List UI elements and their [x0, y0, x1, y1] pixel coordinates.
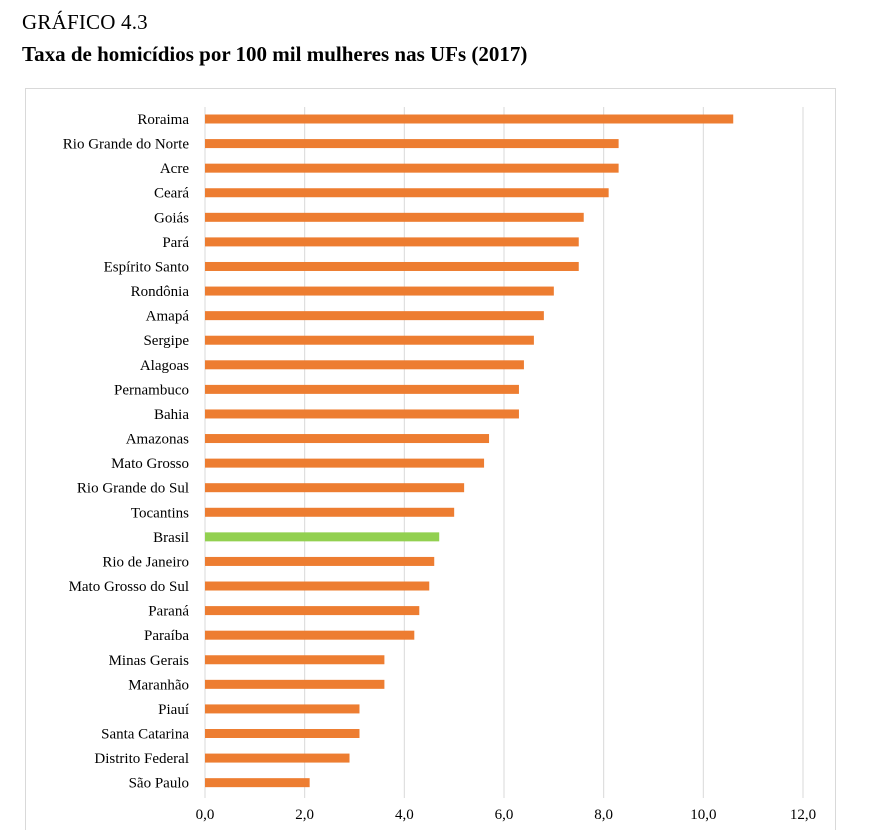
x-tick-label: 2,0 — [295, 807, 314, 823]
category-label: Santa Catarina — [101, 727, 189, 743]
bar — [205, 606, 420, 616]
category-label: Rio Grande do Sul — [77, 481, 189, 497]
bar — [205, 114, 734, 124]
plot-frame — [25, 88, 836, 830]
category-label: Paraná — [148, 604, 189, 620]
category-label: Alagoas — [140, 358, 189, 374]
bar — [205, 139, 619, 149]
category-label: Amapá — [146, 309, 190, 325]
x-tick-label: 4,0 — [395, 807, 414, 823]
category-label: Rondônia — [131, 284, 190, 300]
category-label: Minas Gerais — [109, 653, 190, 669]
category-labels: Roraima Rio Grande do Norte Acre Ceará Goiás… — [63, 112, 190, 792]
x-tick-label: 6,0 — [495, 807, 514, 823]
bar — [205, 458, 485, 468]
category-label: Roraima — [137, 112, 189, 128]
category-label: Rio de Janeiro — [102, 554, 189, 570]
category-label: Espírito Santo — [104, 259, 189, 275]
category-label: Sergipe — [143, 333, 189, 349]
x-axis-ticks: 0,0 2,0 4,0 6,0 8,0 10,0 12,0 — [196, 807, 817, 823]
bar — [205, 729, 360, 738]
category-label: Pará — [162, 235, 189, 251]
category-label: Tocantins — [131, 505, 189, 521]
bar — [205, 434, 490, 444]
bar — [205, 335, 534, 345]
category-label: Goiás — [154, 210, 189, 226]
x-tick-label: 0,0 — [196, 807, 215, 823]
gridlines — [204, 107, 804, 798]
category-label: Amazonas — [126, 432, 189, 448]
bar — [205, 630, 415, 640]
bar — [205, 286, 554, 296]
category-label: Mato Grosso do Sul — [69, 579, 189, 595]
category-label: Maranhão — [128, 677, 189, 693]
category-label: Distrito Federal — [94, 751, 189, 767]
bar — [205, 655, 385, 665]
bar — [205, 360, 524, 370]
x-tick-label: 12,0 — [790, 807, 816, 823]
bar — [205, 532, 440, 542]
category-label: Rio Grande do Norte — [63, 137, 190, 153]
category-label: Pernambuco — [114, 382, 189, 398]
category-label: Paraíba — [144, 628, 189, 644]
x-tick-label: 8,0 — [594, 807, 613, 823]
chart-kicker: GRÁFICO 4.3 — [22, 10, 148, 34]
bar — [205, 261, 579, 271]
category-label: Bahia — [154, 407, 189, 423]
bar — [205, 163, 619, 173]
category-label: Brasil — [153, 530, 189, 546]
bar — [205, 483, 465, 493]
category-label: Mato Grosso — [111, 456, 189, 472]
bar — [205, 556, 435, 566]
bar — [205, 581, 430, 591]
chart-title: Taxa de homicídios por 100 mil mulheres … — [22, 42, 528, 66]
bar — [205, 212, 584, 222]
category-label: São Paulo — [129, 776, 189, 792]
bar — [205, 384, 519, 394]
category-label: Ceará — [154, 186, 189, 202]
category-label: Piauí — [158, 702, 189, 718]
bar — [205, 679, 385, 689]
bars — [205, 114, 734, 788]
bar — [205, 704, 360, 714]
bar — [205, 237, 579, 247]
bar — [205, 311, 544, 321]
bar — [205, 753, 350, 763]
bar — [205, 507, 455, 517]
bar — [205, 409, 519, 419]
x-tick-label: 10,0 — [690, 807, 716, 823]
bar — [205, 778, 310, 788]
category-label: Acre — [160, 161, 189, 177]
bar — [205, 188, 609, 198]
